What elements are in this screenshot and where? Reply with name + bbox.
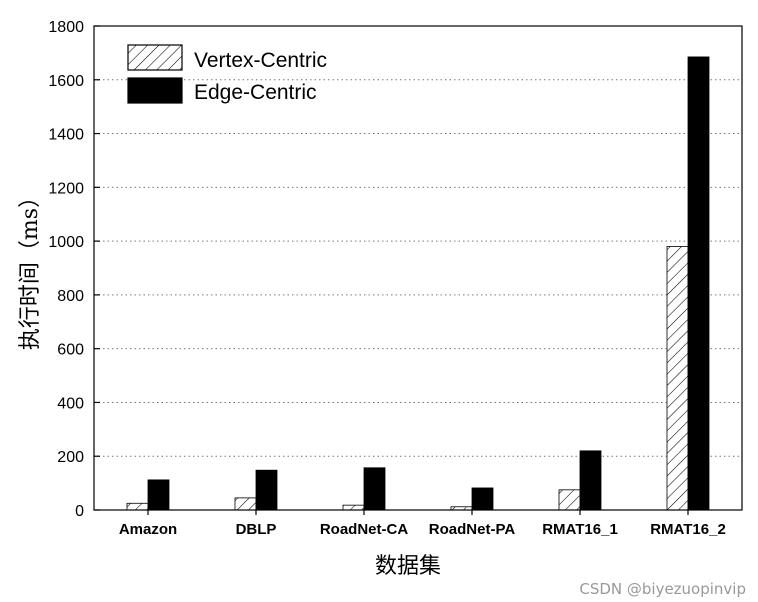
bar-edge-centric-roadnet-pa <box>471 487 494 511</box>
y-axis-title: 执行时间（ms） <box>18 186 43 350</box>
legend-swatch-vertex-centric <box>127 44 183 71</box>
gridlines <box>94 79 742 457</box>
bar-vertex-centric-rmat16-1 <box>558 489 581 511</box>
y-tick-label: 1400 <box>48 127 84 144</box>
watermark: CSDN @biyezuopinvip <box>579 580 746 598</box>
bars <box>126 56 710 511</box>
plot-area-frame <box>93 25 743 511</box>
x-axis-title: 数据集 <box>375 554 441 579</box>
x-tick-label: RMAT16_1 <box>542 521 618 538</box>
bar-vertex-centric-dblp <box>234 497 257 511</box>
x-tick-label: RoadNet-PA <box>429 521 516 538</box>
y-tick-label: 1000 <box>48 234 84 251</box>
legend-swatch-edge-centric <box>127 77 183 104</box>
x-tick-label: DBLP <box>236 521 277 538</box>
bar-edge-centric-roadnet-ca <box>363 467 386 511</box>
x-tick-label: RMAT16_2 <box>650 521 726 538</box>
y-tick-label: 600 <box>57 342 84 359</box>
y-tick-label: 1200 <box>48 180 84 197</box>
bar-edge-centric-rmat16-1 <box>579 450 602 511</box>
x-tick-label: RoadNet-CA <box>320 521 408 538</box>
y-tick-label: 200 <box>57 449 84 466</box>
x-axis-ticks: Amazon DBLP RoadNet-CA RoadNet-PA RMAT16_1 RM… <box>119 510 726 538</box>
bar-vertex-centric-amazon <box>126 502 149 511</box>
bar-vertex-centric-rmat16-2 <box>666 246 689 511</box>
bar-vertex-centric-roadnet-ca <box>342 504 365 511</box>
legend-label-vertex-centric: Vertex-Centric <box>194 49 327 72</box>
y-axis-ticks: 0 200 400 600 800 1000 1200 1400 1600 1800 <box>48 19 100 520</box>
bar-edge-centric-dblp <box>255 469 278 511</box>
bar-edge-centric-amazon <box>147 479 170 511</box>
x-tick-label: Amazon <box>119 521 177 538</box>
legend: Vertex-Centric Edge-Centric <box>127 44 327 104</box>
y-tick-label: 1800 <box>48 19 84 36</box>
bar-edge-centric-rmat16-2 <box>687 56 710 511</box>
y-tick-label: 0 <box>75 503 84 520</box>
y-tick-label: 400 <box>57 395 84 412</box>
legend-label-edge-centric: Edge-Centric <box>194 81 317 104</box>
y-tick-label: 800 <box>57 288 84 305</box>
y-tick-label: 1600 <box>48 73 84 90</box>
